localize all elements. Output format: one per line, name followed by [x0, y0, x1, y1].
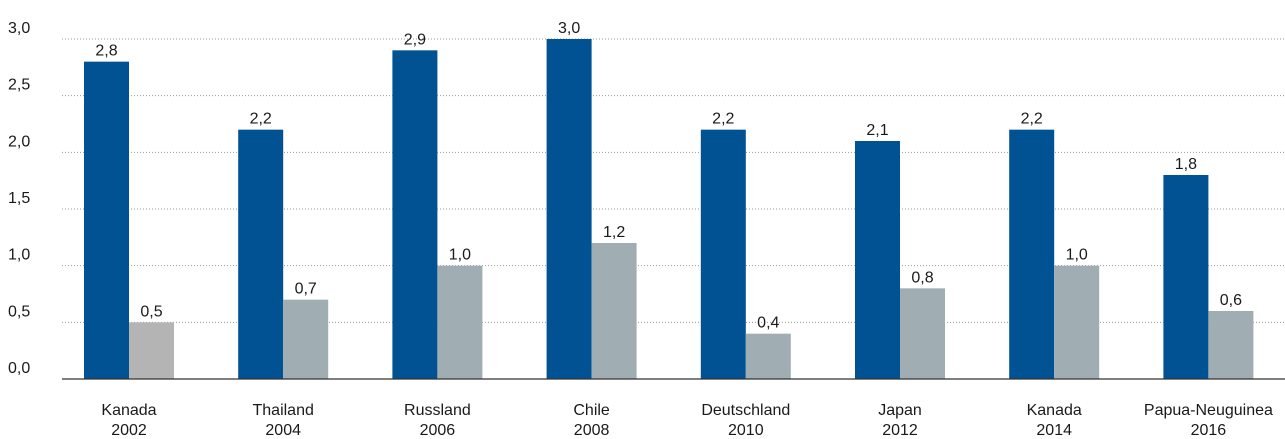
bar-series-1	[700, 129, 746, 379]
data-label: 0,5	[140, 303, 162, 320]
data-label: 2,9	[404, 31, 426, 48]
category-label: Kanada	[1027, 402, 1082, 419]
category-label: Russland	[404, 402, 471, 419]
data-label: 1,2	[603, 224, 625, 241]
category-label: Chile	[573, 402, 610, 419]
data-label: 3,0	[558, 20, 580, 37]
bar-series-2	[1054, 265, 1100, 379]
data-label: 0,6	[1220, 292, 1242, 309]
bar-series-2	[283, 299, 329, 379]
category-year-label: 2004	[265, 422, 301, 439]
y-tick-label: 3,0	[8, 20, 30, 37]
category-year-label: 2016	[1191, 422, 1227, 439]
category-label: Papua-Neuguinea	[1144, 402, 1273, 419]
category-label: Deutschland	[701, 402, 790, 419]
data-label: 0,7	[295, 281, 317, 298]
category-label: Kanada	[101, 402, 156, 419]
data-label: 2,2	[1021, 111, 1043, 128]
category-year-label: 2008	[574, 422, 610, 439]
category-year-label: 2012	[882, 422, 918, 439]
bars	[84, 39, 1254, 380]
category-year-label: 2014	[1036, 422, 1072, 439]
bar-series-2	[129, 322, 174, 379]
y-tick-label: 0,0	[8, 360, 30, 377]
bar-series-1	[1163, 175, 1209, 379]
y-tick-label: 1,5	[8, 190, 30, 207]
x-axis: Kanada 2002 Thailand 2004 Russland 2006 Chile 2…	[101, 402, 1273, 439]
data-label: 0,8	[911, 269, 933, 286]
bar-series-1	[238, 129, 284, 379]
bar-series-1	[1009, 129, 1055, 379]
y-tick-label: 2,5	[8, 77, 30, 94]
category-year-label: 2002	[111, 422, 147, 439]
bar-series-2	[1208, 311, 1254, 379]
y-tick-label: 1,0	[8, 247, 30, 264]
data-label: 1,0	[1066, 247, 1088, 264]
data-label: 2,2	[712, 111, 734, 128]
y-tick-label: 2,0	[8, 133, 30, 150]
y-tick-label: 0,5	[8, 303, 30, 320]
bar-series-2	[900, 288, 945, 379]
bar-series-2	[745, 333, 791, 379]
data-labels: 2,8 0,5 2,2 0,7 2,9 1,0 3,0 1,2 2,2 0,4 2,1 0,8 2,2 1…	[95, 20, 1242, 332]
data-label: 2,2	[250, 111, 272, 128]
category-label: Japan	[878, 402, 922, 419]
category-year-label: 2006	[420, 422, 456, 439]
y-axis: 0,0 0,5 1,0 1,5 2,0 2,5 3,0	[8, 20, 30, 377]
data-label: 1,8	[1175, 156, 1197, 173]
data-label: 1,0	[449, 247, 471, 264]
category-year-label: 2010	[728, 422, 764, 439]
bar-series-1	[392, 50, 438, 379]
bar-series-2	[591, 243, 637, 379]
bar-series-1	[855, 141, 900, 379]
bar-series-1	[84, 61, 129, 380]
data-label: 0,4	[757, 315, 779, 332]
bar-series-1	[546, 39, 592, 379]
data-label: 2,8	[95, 43, 117, 60]
data-label: 2,1	[866, 122, 888, 139]
bar-series-2	[437, 265, 483, 379]
category-label: Thailand	[253, 402, 314, 419]
